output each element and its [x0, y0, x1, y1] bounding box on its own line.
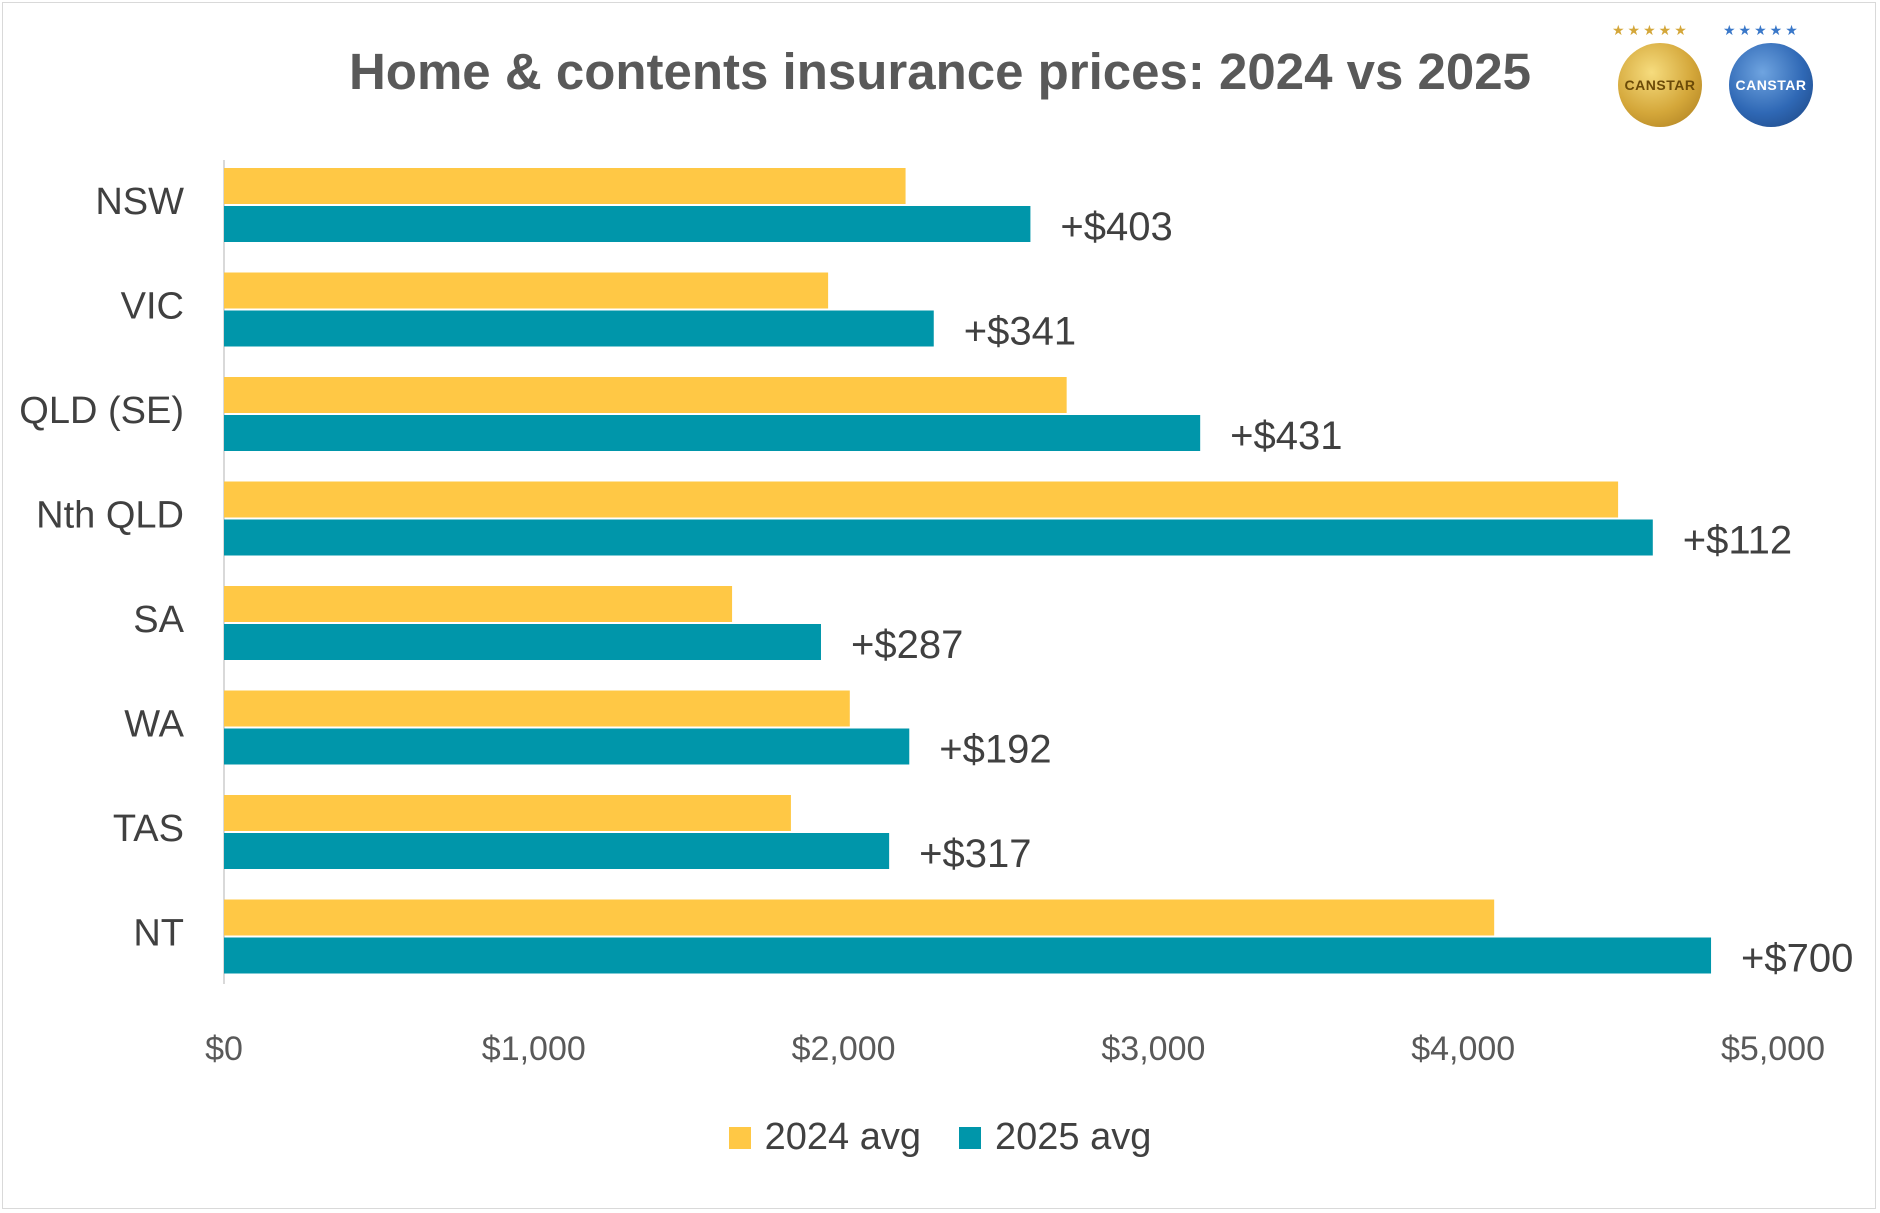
category-label-qld-se: QLD (SE)	[19, 390, 184, 432]
data-label-tas: +$317	[919, 832, 1031, 876]
bar-2025-avg-sa	[224, 624, 821, 660]
bar-2025-avg-qld-se	[224, 415, 1201, 451]
x-tick-label: $3,000	[1101, 1030, 1205, 1068]
bar-2024-avg-qld-se	[224, 377, 1067, 413]
chart-title: Home & contents insurance prices: 2024 v…	[348, 43, 1532, 100]
bar-chart-plot: NSW +$403 VIC +$341 QLD (SE) +$431 Nth QLD +$11…	[19, 160, 1853, 1068]
category-label-nsw: NSW	[95, 181, 184, 223]
data-label-nt: +$700	[1741, 937, 1853, 981]
bar-2024-avg-vic	[224, 272, 829, 309]
category-label-nth-qld: Nth QLD	[36, 495, 184, 537]
legend-item-2024: 2024 avg	[728, 1116, 921, 1159]
legend-item-2025: 2025 avg	[959, 1116, 1151, 1159]
canstar-blue-logo: CANSTAR	[1729, 43, 1813, 127]
bar-2024-avg-nt	[224, 899, 1495, 936]
bar-2025-avg-nth-qld	[224, 519, 1653, 556]
bar-2024-avg-wa	[224, 690, 850, 727]
legend-swatch-2025	[959, 1126, 981, 1149]
data-label-wa: +$192	[939, 728, 1051, 772]
bar-2025-avg-vic	[224, 310, 934, 347]
data-label-qld-se: +$431	[1230, 414, 1342, 458]
legend-label-2024: 2024 avg	[764, 1116, 921, 1158]
blue-stars-icon: ★★★★★	[1723, 22, 1801, 38]
data-label-sa: +$287	[851, 623, 963, 667]
bar-2025-avg-tas	[224, 833, 890, 869]
category-label-sa: SA	[133, 599, 184, 641]
x-tick-label: $1,000	[482, 1030, 586, 1068]
legend-label-2025: 2025 avg	[995, 1116, 1152, 1158]
bar-2025-avg-nt	[224, 937, 1712, 974]
bar-2025-avg-wa	[224, 728, 910, 765]
bar-2024-avg-nsw	[224, 168, 906, 204]
data-label-vic: +$341	[964, 310, 1076, 354]
category-label-wa: WA	[124, 704, 184, 746]
x-tick-label: $2,000	[792, 1030, 896, 1068]
category-label-tas: TAS	[113, 808, 184, 850]
canstar-gold-logo: CANSTAR	[1618, 43, 1702, 127]
bar-2024-avg-sa	[224, 586, 733, 622]
x-tick-label: $0	[205, 1030, 243, 1068]
category-label-nt: NT	[133, 913, 184, 955]
bar-2024-avg-nth-qld	[224, 481, 1619, 518]
bar-2024-avg-tas	[224, 795, 791, 831]
legend-swatch-2024	[728, 1126, 751, 1149]
bar-2025-avg-nsw	[224, 206, 1031, 242]
x-tick-label: $4,000	[1411, 1030, 1515, 1068]
chart-legend: 2024 avg 2025 avg	[0, 1116, 1880, 1159]
category-label-vic: VIC	[121, 286, 184, 328]
gold-stars-icon: ★★★★★	[1612, 22, 1690, 38]
x-tick-label: $5,000	[1721, 1030, 1825, 1068]
data-label-nsw: +$403	[1060, 205, 1172, 249]
data-label-nth-qld: +$112	[1683, 519, 1792, 563]
